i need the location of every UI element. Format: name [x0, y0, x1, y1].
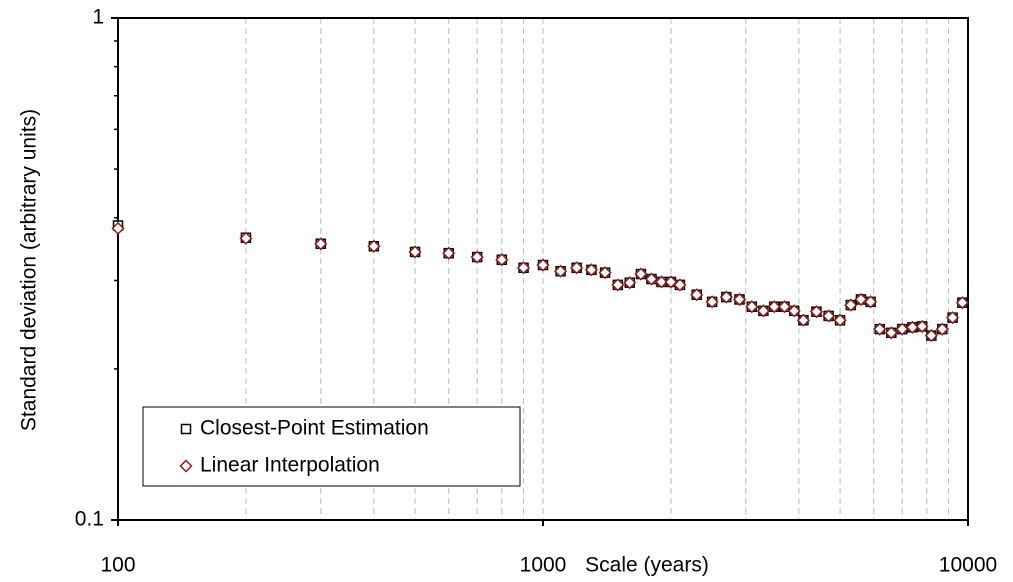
- x-axis-label: Scale (years): [585, 554, 709, 577]
- marker-diamond: [905, 320, 919, 334]
- marker-diamond: [935, 322, 949, 336]
- marker-diamond: [690, 288, 704, 302]
- marker-diamond: [719, 290, 733, 304]
- marker-diamond: [408, 245, 422, 259]
- marker-diamond: [884, 326, 898, 340]
- marker-diamond: [516, 261, 531, 275]
- marker-diamond: [705, 295, 719, 309]
- marker-diamond: [644, 272, 659, 286]
- marker-diamond: [833, 313, 847, 327]
- marker-diamond: [367, 239, 381, 253]
- marker-diamond: [239, 231, 253, 245]
- marker-diamond: [864, 295, 878, 309]
- marker-diamond: [915, 319, 929, 333]
- marker-diamond: [634, 267, 648, 281]
- marker-diamond: [111, 221, 125, 235]
- marker-diamond: [179, 459, 193, 473]
- marker-diamond: [777, 300, 792, 314]
- marker-diamond: [946, 311, 960, 325]
- marker-diamond: [654, 275, 669, 289]
- legend-label: Linear Interpolation: [200, 454, 380, 477]
- y-tick-label: 0.1: [75, 508, 104, 531]
- marker-diamond: [673, 278, 687, 292]
- marker-diamond: [787, 304, 801, 318]
- x-tick-label: 1000: [520, 554, 567, 577]
- legend-label: Closest-Point Estimation: [200, 417, 429, 440]
- legend-box: [142, 406, 521, 487]
- marker-diamond: [745, 300, 759, 314]
- marker-diamond: [314, 237, 328, 251]
- marker-diamond: [554, 264, 568, 278]
- marker-diamond: [611, 278, 625, 292]
- y-axis-label: Standard deviation (arbitrary units): [18, 109, 41, 431]
- marker-diamond: [732, 292, 747, 307]
- y-tick-label: 1: [92, 6, 104, 29]
- marker-square: [180, 423, 192, 435]
- marker-diamond: [598, 266, 612, 280]
- marker-diamond: [844, 298, 858, 312]
- marker-diamond: [796, 313, 810, 327]
- marker-diamond: [495, 253, 509, 267]
- marker-diamond: [442, 246, 456, 260]
- marker-diamond: [873, 322, 887, 336]
- legend: Closest-Point Estimation Linear Interpol…: [142, 406, 521, 487]
- x-tick-label: 100: [100, 554, 135, 577]
- marker-diamond: [623, 276, 637, 290]
- marker-diamond: [809, 305, 824, 319]
- x-tick-label: 10000: [939, 554, 997, 577]
- marker-diamond: [767, 300, 781, 314]
- marker-diamond: [822, 309, 836, 323]
- marker-diamond: [584, 263, 598, 277]
- marker-diamond: [570, 261, 584, 275]
- marker-diamond: [924, 329, 938, 343]
- marker-diamond: [756, 304, 770, 318]
- marker-diamond: [895, 322, 909, 336]
- marker-diamond: [955, 296, 969, 310]
- marker-diamond: [854, 292, 868, 307]
- marker-diamond: [470, 250, 484, 264]
- marker-diamond: [536, 258, 550, 272]
